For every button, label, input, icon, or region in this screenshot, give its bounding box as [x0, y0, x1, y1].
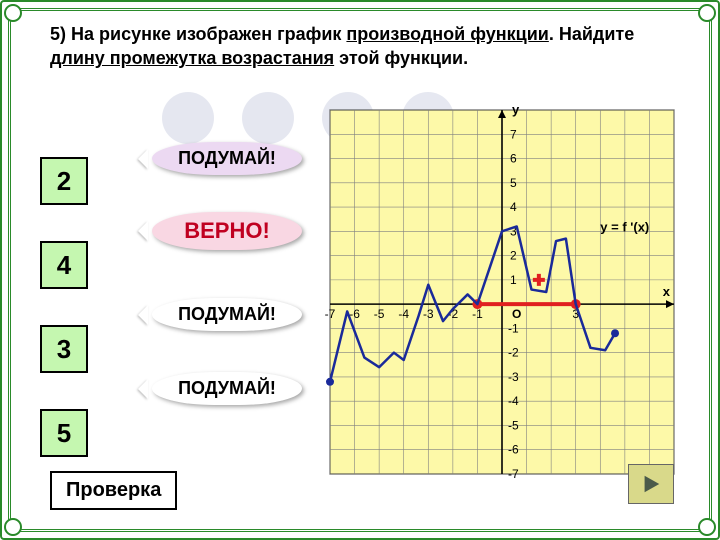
answer-button-2[interactable]: 3 [40, 325, 88, 373]
svg-text:-6: -6 [508, 443, 519, 457]
svg-text:y: y [512, 102, 520, 117]
chart-svg: -7-6-5-4-3-2-131234567-1-2-3-4-5-6-7Oyxy… [322, 102, 682, 482]
svg-text:-5: -5 [374, 307, 385, 321]
q-suffix: этой функции. [334, 48, 468, 68]
frame-corner [698, 4, 716, 22]
slide-frame: 5) На рисунке изображен график производн… [0, 0, 720, 540]
svg-text:-4: -4 [508, 394, 519, 408]
svg-text:-7: -7 [325, 307, 336, 321]
feedback-bubble-1: ВЕРНО! [152, 212, 302, 250]
frame-corner [4, 4, 22, 22]
svg-text:1: 1 [510, 273, 517, 287]
svg-text:-7: -7 [508, 467, 519, 481]
answers-column: 2 4 3 5 [40, 157, 88, 457]
svg-text:4: 4 [510, 200, 517, 214]
svg-text:6: 6 [510, 152, 517, 166]
frame-corner [698, 518, 716, 536]
check-button[interactable]: Проверка [50, 471, 177, 510]
feedback-bubble-2: ПОДУМАЙ! [152, 298, 302, 331]
question-text: 5) На рисунке изображен график производн… [50, 22, 670, 71]
svg-text:O: O [512, 307, 521, 321]
q-ul2: длину промежутка возрастания [50, 48, 334, 68]
answer-button-1[interactable]: 4 [40, 241, 88, 289]
svg-text:-2: -2 [508, 346, 519, 360]
svg-text:-1: -1 [508, 321, 519, 335]
feedback-bubble-3: ПОДУМАЙ! [152, 372, 302, 405]
svg-text:x: x [663, 284, 671, 299]
svg-text:-1: -1 [472, 307, 483, 321]
chart: -7-6-5-4-3-2-131234567-1-2-3-4-5-6-7Oyxy… [322, 102, 682, 482]
play-icon [640, 473, 662, 495]
q-ul1: производной функции [346, 24, 548, 44]
answer-button-0[interactable]: 2 [40, 157, 88, 205]
svg-text:7: 7 [510, 127, 517, 141]
svg-text:-3: -3 [423, 307, 434, 321]
svg-text:-3: -3 [508, 370, 519, 384]
svg-text:-4: -4 [398, 307, 409, 321]
feedback-bubble-0: ПОДУМАЙ! [152, 142, 302, 175]
answer-button-3[interactable]: 5 [40, 409, 88, 457]
next-button[interactable] [628, 464, 674, 504]
q-mid: . Найдите [549, 24, 634, 44]
q-prefix: 5) На рисунке изображен график [50, 24, 346, 44]
svg-text:-5: -5 [508, 418, 519, 432]
frame-corner [4, 518, 22, 536]
svg-text:y = f '(x): y = f '(x) [600, 219, 649, 234]
svg-text:2: 2 [510, 249, 517, 263]
svg-text:5: 5 [510, 176, 517, 190]
